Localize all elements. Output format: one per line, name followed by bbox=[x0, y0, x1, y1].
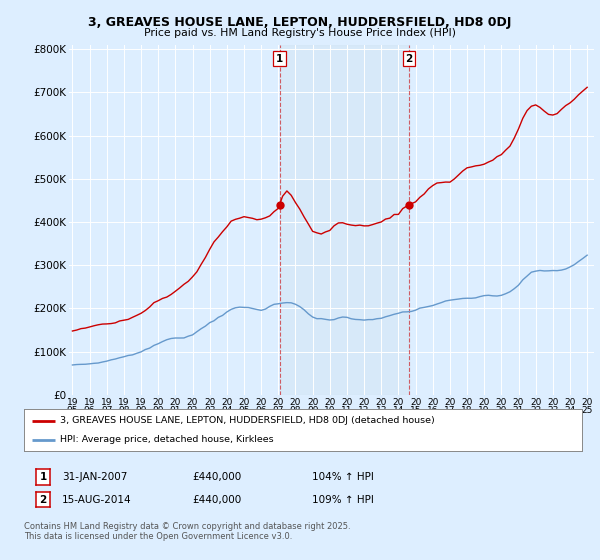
Text: HPI: Average price, detached house, Kirklees: HPI: Average price, detached house, Kirk… bbox=[60, 435, 274, 445]
Text: 31-JAN-2007: 31-JAN-2007 bbox=[62, 472, 127, 482]
Text: 3, GREAVES HOUSE LANE, LEPTON, HUDDERSFIELD, HD8 0DJ: 3, GREAVES HOUSE LANE, LEPTON, HUDDERSFI… bbox=[88, 16, 512, 29]
Text: 1: 1 bbox=[40, 472, 47, 482]
Text: 3, GREAVES HOUSE LANE, LEPTON, HUDDERSFIELD, HD8 0DJ (detached house): 3, GREAVES HOUSE LANE, LEPTON, HUDDERSFI… bbox=[60, 416, 435, 425]
Text: 15-AUG-2014: 15-AUG-2014 bbox=[62, 494, 131, 505]
Text: Price paid vs. HM Land Registry's House Price Index (HPI): Price paid vs. HM Land Registry's House … bbox=[144, 28, 456, 38]
Text: Contains HM Land Registry data © Crown copyright and database right 2025.
This d: Contains HM Land Registry data © Crown c… bbox=[24, 522, 350, 542]
Text: £440,000: £440,000 bbox=[192, 494, 241, 505]
Text: £440,000: £440,000 bbox=[192, 472, 241, 482]
Text: 104% ↑ HPI: 104% ↑ HPI bbox=[312, 472, 374, 482]
Text: 1: 1 bbox=[276, 54, 283, 63]
Text: 2: 2 bbox=[406, 54, 413, 63]
Text: 109% ↑ HPI: 109% ↑ HPI bbox=[312, 494, 374, 505]
Text: 2: 2 bbox=[40, 494, 47, 505]
Bar bbox=[280, 45, 409, 395]
